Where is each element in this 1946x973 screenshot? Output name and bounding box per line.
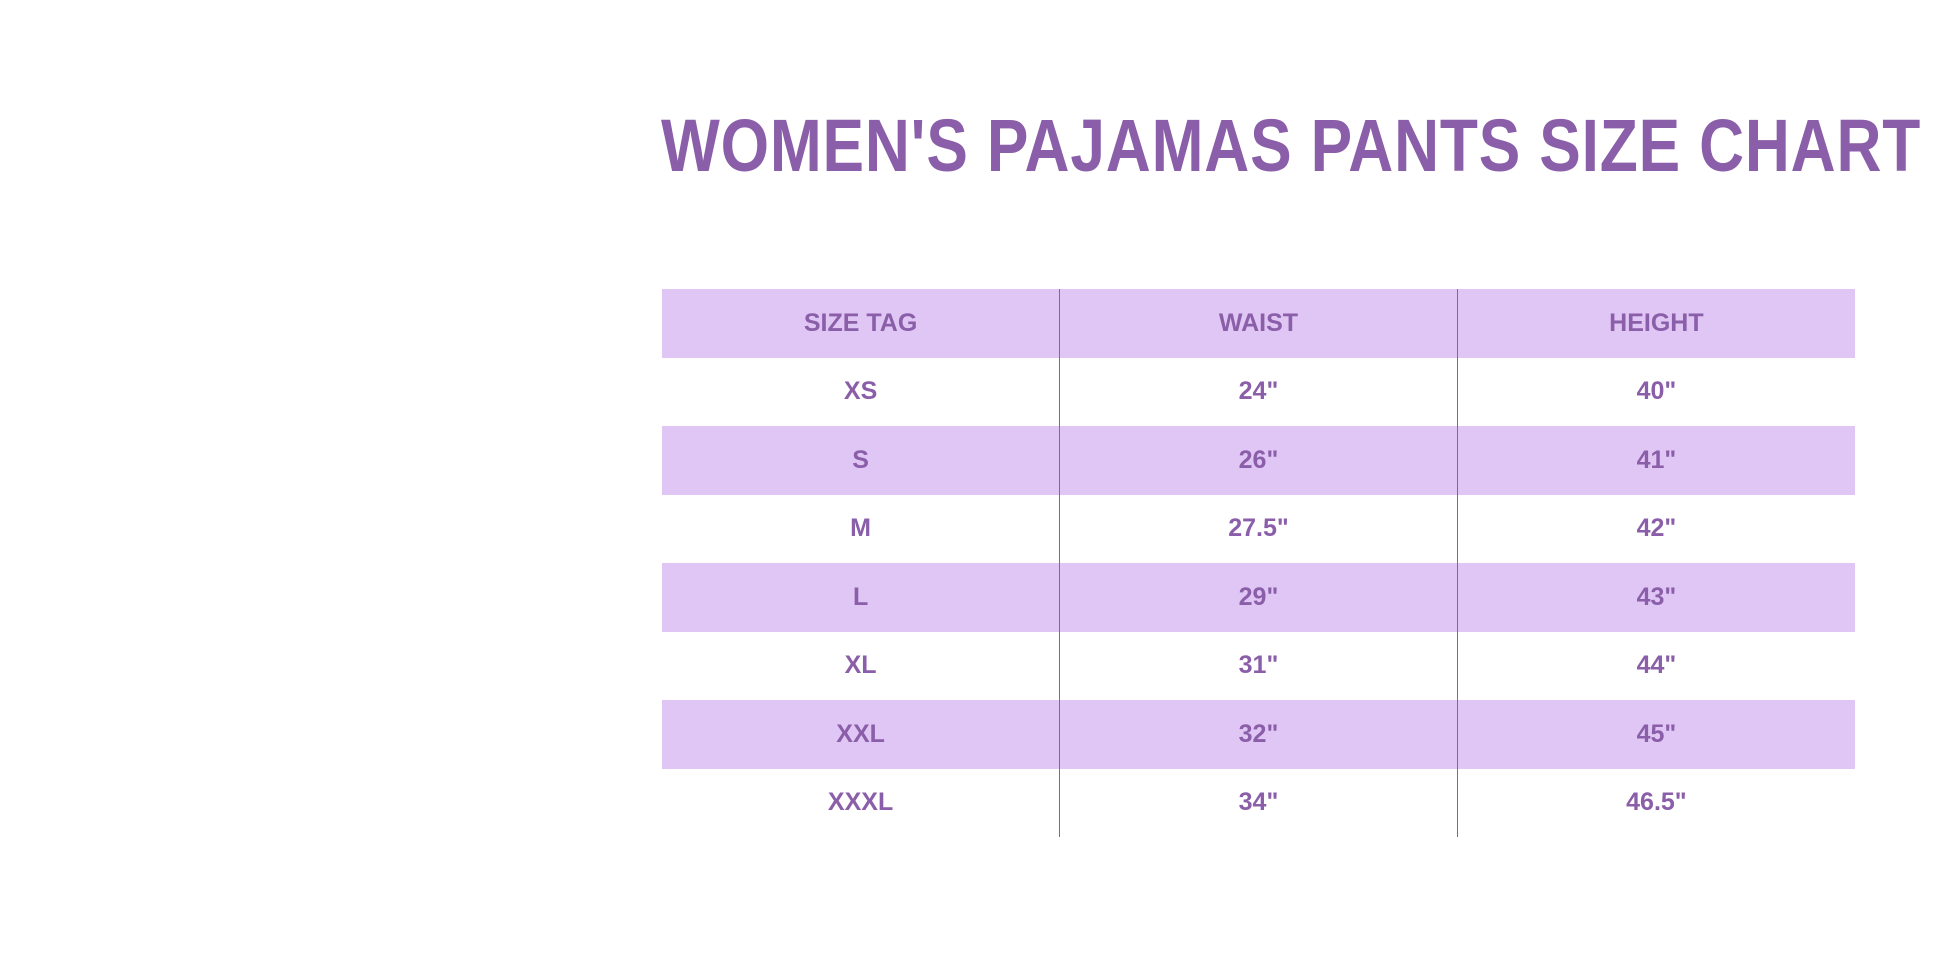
table-row: S 26" 41" [662,426,1855,495]
table-row: L 29" 43" [662,563,1855,632]
table-cell: XL [844,651,877,680]
table-cell: 24" [1059,357,1458,426]
table-row: XXL 32" 45" [662,700,1855,769]
table-cell: 40" [1456,357,1855,426]
table-cell: S [852,445,869,474]
table-cell: 26" [1059,426,1458,495]
table-cell: 31" [1059,631,1458,700]
table-cell: 46.5" [1456,768,1855,837]
table-header-row: SIZE TAG WAIST HEIGHT [662,289,1855,358]
size-chart-table: SIZE TAG WAIST HEIGHT XS 24" 40" S 26" 41" M 27.5… [662,289,1855,837]
table-cell: 41" [1456,426,1855,495]
table-row: XL 31" 44" [662,631,1855,700]
table-row: XXXL 34" 46.5" [662,768,1855,837]
table-cell: XXXL [827,788,894,817]
table-cell: 27.5" [1059,494,1458,563]
table-cell: M [850,514,871,543]
table-cell: XS [843,377,878,406]
table-cell: XXL [836,719,885,748]
table-cell: 32" [1059,700,1458,769]
column-header: HEIGHT [1456,289,1855,358]
table-cell: 43" [1456,563,1855,632]
table-cell: 44" [1456,631,1855,700]
table-cell: L [852,582,869,611]
table-cell: 29" [1059,563,1458,632]
table-row: M 27.5" 42" [662,494,1855,563]
column-header: WAIST [1059,289,1458,358]
table-cell: 34" [1059,768,1458,837]
table-cell: 42" [1456,494,1855,563]
page-title: WOMEN'S PAJAMAS PANTS SIZE CHART [661,104,1922,187]
column-header: SIZE TAG [803,308,918,337]
table-cell: 45" [1456,700,1855,769]
table-row: XS 24" 40" [662,357,1855,426]
